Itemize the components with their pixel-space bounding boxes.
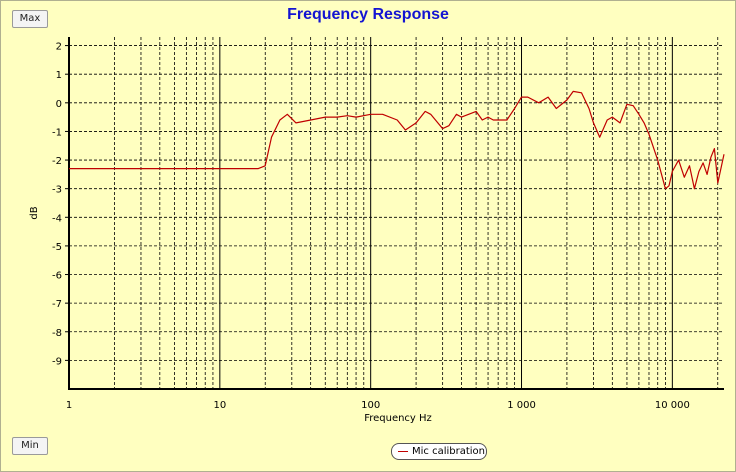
legend-swatch (398, 451, 408, 452)
y-tick-label: -9 (52, 356, 62, 367)
y-tick-label: 0 (56, 99, 62, 110)
x-tick-label: 100 (361, 400, 380, 411)
x-tick-label: 10 000 (655, 400, 690, 411)
x-tick-label: 1 000 (507, 400, 536, 411)
y-tick-label: -2 (52, 156, 62, 167)
x-tick-label: 10 (213, 400, 226, 411)
legend-label: Mic calibration (412, 446, 486, 457)
y-tick-label: -3 (52, 185, 62, 196)
max-button[interactable]: Max (12, 10, 48, 28)
y-tick-label: -8 (52, 328, 62, 339)
y-tick-label: 1 (56, 70, 62, 81)
x-tick-label: 1 (66, 400, 72, 411)
min-button[interactable]: Min (12, 437, 48, 455)
x-axis-label: Frequency Hz (364, 413, 432, 424)
legend[interactable]: Mic calibration (391, 443, 487, 460)
series-line-0 (69, 90, 725, 190)
series-layer (69, 90, 725, 190)
y-tick-label: -7 (52, 299, 62, 310)
y-tick-label: -4 (52, 213, 62, 224)
y-tick-label: -6 (52, 271, 62, 282)
y-tick-label: -1 (52, 127, 62, 138)
grid (65, 37, 724, 390)
y-tick-label: 2 (56, 42, 62, 53)
chart-title: Frequency Response (287, 6, 449, 23)
y-tick-label: -5 (52, 242, 62, 253)
y-axis-label: dB (29, 206, 40, 219)
